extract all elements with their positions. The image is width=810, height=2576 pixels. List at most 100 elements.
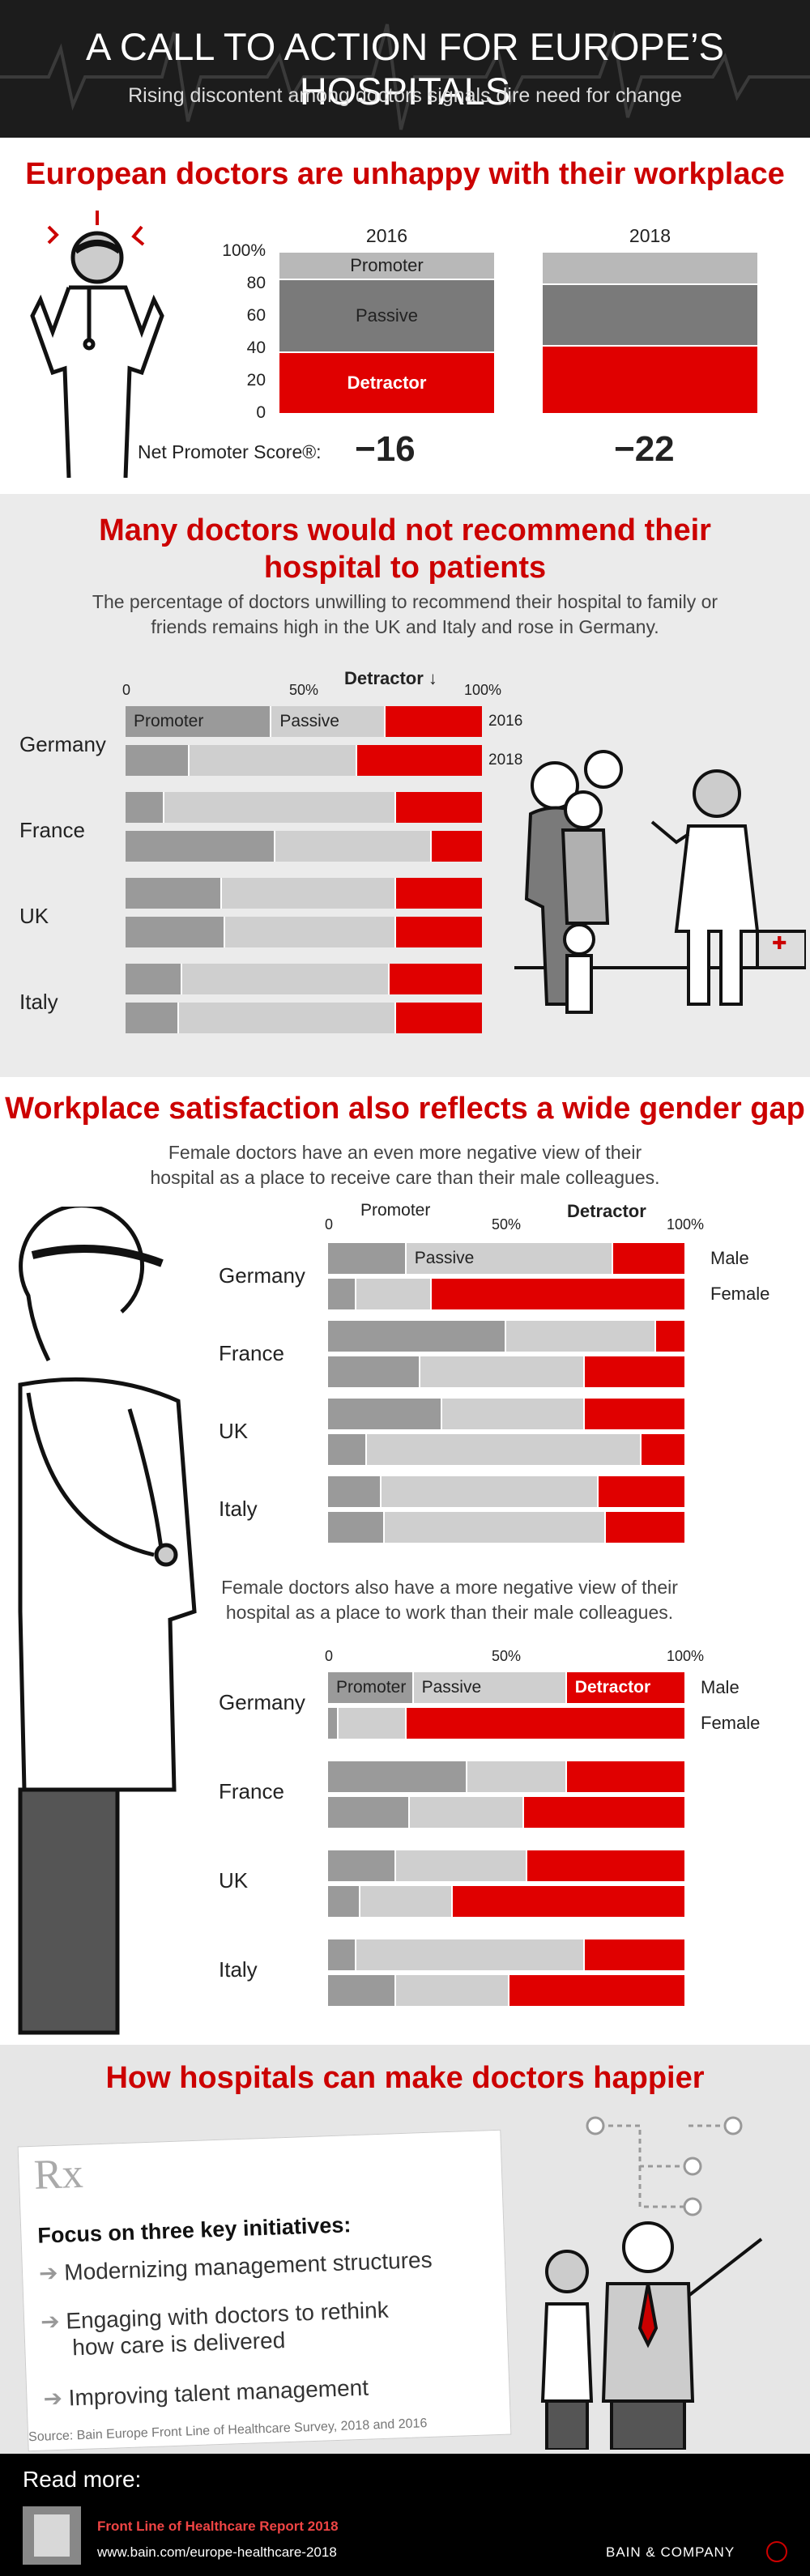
ecg-background-icon xyxy=(0,23,810,130)
initiative-1: ➔ Modernizing management structures xyxy=(38,2246,433,2286)
focus-heading: Focus on three key initiatives: xyxy=(36,2212,352,2248)
bar-segment-detractor xyxy=(386,706,482,737)
bar-segment-detractor xyxy=(527,1850,684,1881)
stacked-bar xyxy=(328,1708,684,1739)
section2-title-line1: Many doctors would not recommend their xyxy=(99,513,711,547)
stacked-bar: Promoter Passive xyxy=(126,706,482,737)
bar-segment-passive xyxy=(356,1279,432,1309)
stacked-bar xyxy=(126,831,482,862)
bar-segment-passive xyxy=(395,1975,510,2006)
y-tick: 20 xyxy=(246,371,266,390)
bar-segment-detractor xyxy=(396,1003,482,1033)
section3-intro2-line1: Female doctors also have a more negative… xyxy=(221,1577,678,1598)
bar-segment-detractor xyxy=(655,1321,684,1352)
receive-care-chart: Germany Passive Male Female France UK Italy 0 50… xyxy=(0,1077,810,2045)
bar-segment-passive: Passive xyxy=(413,1672,567,1703)
bar-segment-promoter xyxy=(126,964,183,994)
section-gender-gap: Workplace satisfaction also reflects a w… xyxy=(0,1077,810,2045)
bar-segment-promoter xyxy=(328,1708,339,1739)
frustrated-doctor-icon xyxy=(30,211,164,478)
country-label: France xyxy=(219,1341,284,1365)
bar-side-label: Female xyxy=(710,1284,770,1304)
stacked-bar xyxy=(328,1975,684,2006)
bar-segment-passive xyxy=(179,1003,397,1033)
bar-segment-passive xyxy=(410,1797,524,1828)
bar-segment-detractor xyxy=(584,1356,684,1387)
report-link[interactable]: Front Line of Healthcare Report 2018 xyxy=(97,2519,339,2534)
hospital-cross-icon: ✚ xyxy=(772,933,787,953)
bar-segment-promoter: Promoter xyxy=(279,253,494,279)
country-label: France xyxy=(19,818,85,842)
section3-title: Workplace satisfaction also reflects a w… xyxy=(5,1092,805,1126)
bar-segment-passive: Passive xyxy=(271,706,386,737)
stacked-bar xyxy=(126,964,482,994)
bar-segment-promoter xyxy=(126,745,190,776)
bar-segment-promoter xyxy=(328,1356,421,1387)
bar-segment-detractor xyxy=(584,1399,684,1429)
section-overview: European doctors are unhappy with their … xyxy=(0,138,810,494)
bar-segment-detractor xyxy=(566,1761,684,1792)
stacked-bar xyxy=(328,1399,684,1429)
prescription-paper: Rx Focus on three key initiatives: ➔ Mod… xyxy=(17,2129,512,2452)
bar-segment-promoter xyxy=(328,1476,382,1507)
country-label: Italy xyxy=(19,990,58,1014)
bar-segment-detractor xyxy=(396,792,482,823)
bar-side-label: Male xyxy=(701,1677,740,1697)
stacked-bar xyxy=(328,1279,684,1309)
section3-intro1-line2: hospital as a place to receive care than… xyxy=(150,1167,660,1188)
stacked-bar xyxy=(328,1434,684,1465)
recommend-chart: Germany Promoter Passive France UK Italy 0 50% 1… xyxy=(0,494,810,1077)
scale-label: 0 xyxy=(325,1648,334,1664)
bar-segment-passive xyxy=(395,1850,528,1881)
bar-segment-promoter xyxy=(126,831,275,862)
y-tick: 40 xyxy=(246,338,266,357)
report-url[interactable]: www.bain.com/europe-healthcare-2018 xyxy=(97,2544,337,2560)
bar-segment-promoter xyxy=(328,1243,407,1274)
stacked-bar xyxy=(126,878,482,909)
page-title: A CALL TO ACTION FOR EUROPE’S HOSPITALS xyxy=(86,25,724,113)
y-tick: 80 xyxy=(246,274,266,292)
bar-segment-detractor xyxy=(613,1243,684,1274)
scale-label: 50% xyxy=(492,1216,522,1233)
section2-intro-line2: friends remains high in the UK and Italy… xyxy=(151,616,659,637)
bar-segment-promoter xyxy=(328,1434,368,1465)
section2-title-line2: hospital to patients xyxy=(263,551,547,585)
bar-segment-passive xyxy=(382,1476,599,1507)
stacked-bar xyxy=(126,745,482,776)
place-to-work-chart: Germany Promoter Passive Detractor Male Femal… xyxy=(0,1077,810,2045)
scale-label: 0 xyxy=(122,682,131,698)
legend-detractor: Detractor xyxy=(567,1201,646,1221)
country-label: Germany xyxy=(219,1263,305,1288)
bar-segment-promoter xyxy=(126,792,165,823)
scale-label: 100% xyxy=(464,682,502,698)
bar-segment-passive xyxy=(506,1321,656,1352)
stacked-bar xyxy=(328,1797,684,1828)
scale-label: 50% xyxy=(289,682,319,698)
section-recommend: Many doctors would not recommend their h… xyxy=(0,494,810,1077)
stacked-bar xyxy=(328,1512,684,1543)
bar-segment-promoter xyxy=(328,1321,506,1352)
bar-segment-detractor xyxy=(406,1708,684,1739)
scale-label: 50% xyxy=(492,1648,522,1664)
country-label: UK xyxy=(19,904,49,928)
footer: Read more: Front Line of Healthcare Repo… xyxy=(0,2454,810,2576)
bar-segment-detractor xyxy=(396,878,482,909)
section4-title: How hospitals can make doctors happier xyxy=(105,2061,705,2095)
bar-segment-passive xyxy=(190,745,357,776)
bar-segment-detractor xyxy=(396,917,482,947)
stacked-bar xyxy=(328,1886,684,1917)
bar-segment-promoter xyxy=(328,1399,442,1429)
section2-intro-line1: The percentage of doctors unwilling to r… xyxy=(92,591,718,612)
year-label-2018: 2018 xyxy=(629,225,671,246)
section3-intro1-line1: Female doctors have an even more negativ… xyxy=(168,1142,642,1163)
bar-segment-detractor xyxy=(606,1512,684,1543)
stacked-bar-2018 xyxy=(543,251,757,413)
bar-segment-detractor xyxy=(432,831,482,862)
stacked-bar xyxy=(328,1321,684,1352)
stacked-bar xyxy=(328,1850,684,1881)
stacked-bar xyxy=(328,1939,684,1970)
stacked-bar xyxy=(328,1356,684,1387)
nps-value-2016: −16 xyxy=(355,429,416,469)
bar-segment-passive xyxy=(367,1434,642,1465)
bar-segment-promoter: Promoter xyxy=(328,1672,414,1703)
